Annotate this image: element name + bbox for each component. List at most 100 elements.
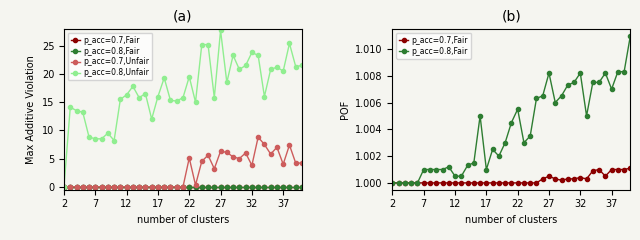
p_acc=0.8,Unfair bbox=[267, 68, 275, 71]
p_acc=0.8,Fair bbox=[104, 185, 111, 188]
p_acc=0.8,Unfair bbox=[98, 137, 106, 140]
Line: p_acc=0.7,Fair: p_acc=0.7,Fair bbox=[390, 166, 632, 185]
p_acc=0.8,Fair bbox=[67, 185, 74, 188]
p_acc=0.7,Fair bbox=[173, 185, 180, 188]
p_acc=0.8,Fair bbox=[470, 161, 477, 164]
p_acc=0.8,Unfair bbox=[223, 81, 230, 84]
p_acc=0.8,Fair bbox=[408, 181, 415, 184]
p_acc=0.7,Unfair bbox=[166, 185, 174, 188]
p_acc=0.8,Unfair bbox=[292, 65, 300, 68]
p_acc=0.7,Fair bbox=[595, 168, 603, 171]
p_acc=0.8,Fair bbox=[557, 94, 565, 97]
p_acc=0.8,Fair bbox=[395, 181, 403, 184]
p_acc=0.8,Unfair bbox=[273, 66, 281, 69]
p_acc=0.7,Unfair bbox=[191, 184, 199, 186]
p_acc=0.7,Unfair bbox=[154, 185, 162, 188]
p_acc=0.8,Unfair bbox=[211, 96, 218, 99]
p_acc=0.7,Fair bbox=[186, 185, 193, 188]
p_acc=0.7,Fair bbox=[248, 185, 256, 188]
p_acc=0.7,Unfair bbox=[148, 185, 156, 188]
p_acc=0.8,Unfair bbox=[129, 85, 137, 88]
p_acc=0.7,Fair bbox=[254, 185, 262, 188]
p_acc=0.7,Fair bbox=[420, 181, 428, 184]
p_acc=0.7,Fair bbox=[273, 185, 281, 188]
p_acc=0.7,Fair bbox=[526, 181, 534, 184]
p_acc=0.8,Unfair bbox=[229, 54, 237, 57]
Line: p_acc=0.8,Fair: p_acc=0.8,Fair bbox=[390, 33, 632, 185]
p_acc=0.8,Unfair bbox=[148, 118, 156, 120]
p_acc=0.8,Fair bbox=[583, 114, 591, 117]
p_acc=0.7,Fair bbox=[464, 181, 472, 184]
p_acc=0.7,Fair bbox=[217, 185, 225, 188]
p_acc=0.7,Unfair bbox=[92, 185, 99, 188]
p_acc=0.7,Unfair bbox=[204, 154, 212, 157]
p_acc=0.7,Unfair bbox=[67, 185, 74, 188]
p_acc=0.8,Unfair bbox=[161, 77, 168, 79]
p_acc=0.8,Fair bbox=[242, 185, 250, 188]
p_acc=0.8,Fair bbox=[451, 175, 459, 178]
p_acc=0.8,Fair bbox=[123, 185, 131, 188]
p_acc=0.7,Fair bbox=[501, 181, 509, 184]
p_acc=0.8,Unfair bbox=[154, 95, 162, 98]
p_acc=0.8,Fair bbox=[501, 141, 509, 144]
p_acc=0.8,Fair bbox=[545, 72, 553, 74]
p_acc=0.7,Fair bbox=[285, 185, 293, 188]
p_acc=0.7,Fair bbox=[141, 185, 149, 188]
p_acc=0.8,Fair bbox=[173, 185, 180, 188]
p_acc=0.7,Fair bbox=[627, 167, 634, 170]
p_acc=0.7,Fair bbox=[154, 185, 162, 188]
p_acc=0.8,Fair bbox=[92, 185, 99, 188]
p_acc=0.8,Fair bbox=[285, 185, 293, 188]
p_acc=0.7,Fair bbox=[483, 181, 490, 184]
p_acc=0.8,Fair bbox=[254, 185, 262, 188]
p_acc=0.7,Unfair bbox=[248, 164, 256, 167]
Line: p_acc=0.8,Fair: p_acc=0.8,Fair bbox=[62, 185, 304, 189]
p_acc=0.8,Fair bbox=[298, 185, 306, 188]
p_acc=0.7,Unfair bbox=[85, 185, 93, 188]
p_acc=0.8,Fair bbox=[211, 185, 218, 188]
p_acc=0.8,Unfair bbox=[242, 64, 250, 67]
p_acc=0.8,Fair bbox=[589, 81, 596, 84]
p_acc=0.8,Unfair bbox=[204, 43, 212, 46]
p_acc=0.8,Unfair bbox=[173, 100, 180, 102]
p_acc=0.7,Unfair bbox=[236, 157, 243, 160]
p_acc=0.8,Fair bbox=[438, 168, 446, 171]
p_acc=0.8,Fair bbox=[458, 175, 465, 178]
p_acc=0.7,Fair bbox=[204, 185, 212, 188]
p_acc=0.7,Unfair bbox=[98, 185, 106, 188]
p_acc=0.7,Fair bbox=[564, 177, 572, 180]
p_acc=0.7,Fair bbox=[123, 185, 131, 188]
p_acc=0.8,Unfair bbox=[217, 29, 225, 32]
p_acc=0.8,Fair bbox=[489, 148, 497, 151]
p_acc=0.8,Unfair bbox=[135, 96, 143, 99]
p_acc=0.7,Unfair bbox=[279, 163, 287, 166]
p_acc=0.7,Fair bbox=[260, 185, 268, 188]
p_acc=0.8,Unfair bbox=[236, 68, 243, 71]
p_acc=0.8,Unfair bbox=[73, 109, 81, 112]
p_acc=0.8,Unfair bbox=[298, 64, 306, 67]
p_acc=0.7,Fair bbox=[589, 169, 596, 172]
p_acc=0.8,Fair bbox=[420, 168, 428, 171]
p_acc=0.8,Unfair bbox=[186, 75, 193, 78]
p_acc=0.7,Fair bbox=[620, 168, 628, 171]
p_acc=0.8,Fair bbox=[248, 185, 256, 188]
p_acc=0.7,Unfair bbox=[179, 185, 187, 188]
p_acc=0.7,Fair bbox=[73, 185, 81, 188]
Y-axis label: Max Additive Violation: Max Additive Violation bbox=[26, 55, 36, 164]
p_acc=0.7,Unfair bbox=[211, 167, 218, 170]
Y-axis label: POF: POF bbox=[339, 100, 349, 119]
p_acc=0.8,Fair bbox=[495, 155, 503, 157]
p_acc=0.8,Fair bbox=[260, 185, 268, 188]
p_acc=0.8,Unfair bbox=[110, 139, 118, 142]
p_acc=0.7,Unfair bbox=[104, 185, 111, 188]
p_acc=0.7,Fair bbox=[198, 185, 205, 188]
p_acc=0.8,Fair bbox=[148, 185, 156, 188]
p_acc=0.7,Fair bbox=[570, 177, 578, 180]
p_acc=0.8,Fair bbox=[179, 185, 187, 188]
p_acc=0.8,Unfair bbox=[123, 93, 131, 96]
p_acc=0.7,Fair bbox=[92, 185, 99, 188]
p_acc=0.8,Fair bbox=[520, 141, 528, 144]
Line: p_acc=0.7,Unfair: p_acc=0.7,Unfair bbox=[62, 135, 304, 189]
Legend: p_acc=0.7,Fair, p_acc=0.8,Fair, p_acc=0.7,Unfair, p_acc=0.8,Unfair: p_acc=0.7,Fair, p_acc=0.8,Fair, p_acc=0.… bbox=[68, 33, 152, 80]
X-axis label: number of clusters: number of clusters bbox=[137, 215, 229, 225]
